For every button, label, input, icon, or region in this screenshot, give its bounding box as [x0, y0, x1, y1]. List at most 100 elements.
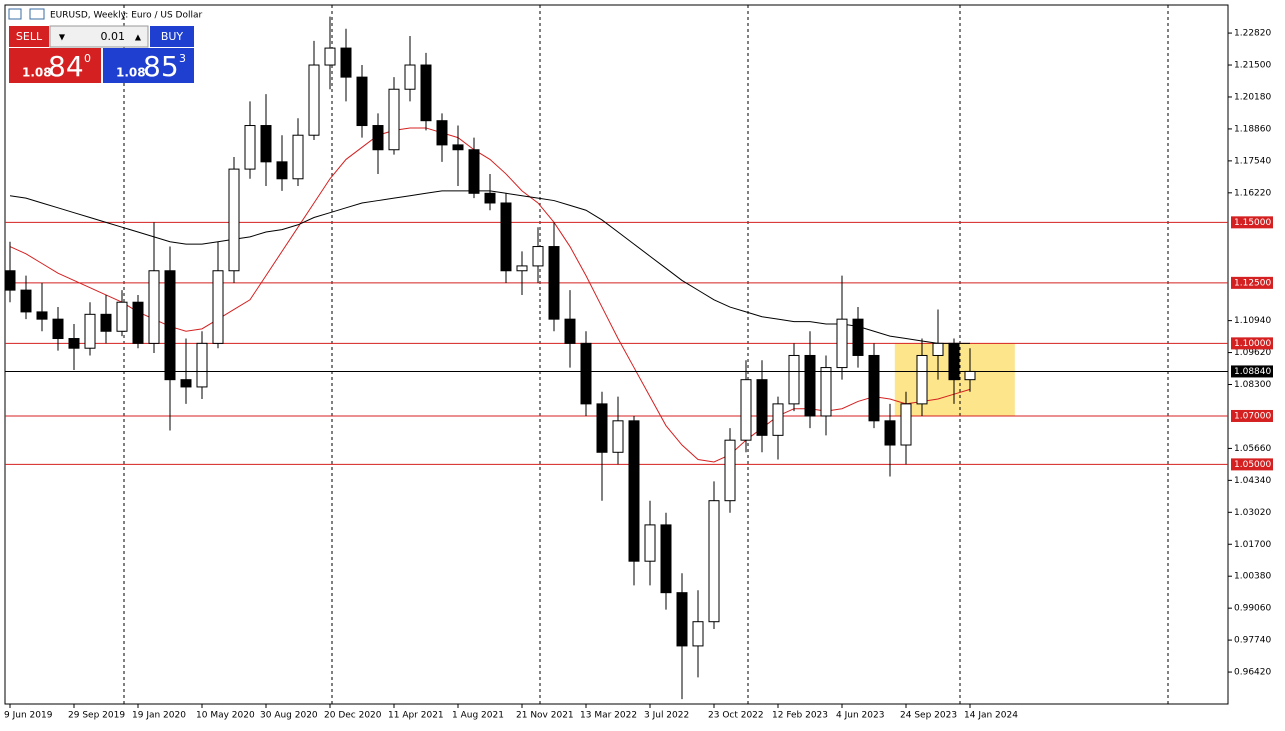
volume-up[interactable]: ▲ [135, 33, 142, 42]
chart-title: EURUSD, Weekly: Euro / US Dollar [50, 11, 202, 21]
x-tick-label: 11 Apr 2021 [388, 711, 444, 721]
level-label-bg [1231, 409, 1273, 422]
candle-body [884, 420, 896, 446]
candle-body [660, 524, 672, 594]
volume-box[interactable] [49, 25, 149, 48]
volume-value[interactable]: 0.01 [101, 30, 126, 43]
candle-body [836, 318, 848, 369]
x-tick-label: 24 Sep 2023 [900, 711, 957, 721]
plot-border [4, 4, 1229, 705]
y-tick-label: 1.20180 [1234, 92, 1271, 102]
y-tick-label: 1.10940 [1234, 316, 1271, 326]
x-tick-label: 10 May 2020 [196, 711, 255, 721]
candle-body [612, 420, 624, 453]
candle-body [356, 76, 368, 127]
candle-body [756, 379, 768, 436]
y-tick-label: 0.96420 [1234, 668, 1271, 678]
x-tick-label: 20 Dec 2020 [324, 711, 382, 721]
level-label: 1.12500 [1234, 278, 1271, 288]
level-label-bg [1231, 216, 1273, 229]
candle-body [420, 64, 432, 122]
level-label: 1.07000 [1234, 411, 1271, 421]
candle-body [4, 270, 16, 291]
candle-body [388, 88, 400, 151]
candle-body [788, 354, 800, 405]
candle-body [308, 64, 320, 136]
candle-body [324, 47, 336, 66]
candle-body [228, 168, 240, 272]
ask-pips: 85 [143, 50, 179, 83]
y-tick-label: 1.18860 [1234, 124, 1271, 134]
candle-body [100, 313, 112, 332]
candle-body [68, 338, 80, 349]
y-tick-label: 1.01700 [1234, 540, 1271, 550]
y-tick-label: 1.21500 [1234, 61, 1271, 71]
candle-body [596, 403, 608, 453]
candle-body [500, 202, 512, 272]
candle-body [404, 64, 416, 90]
bid-box[interactable] [9, 48, 101, 83]
y-tick-label: 1.22820 [1234, 29, 1271, 39]
candle-body [180, 379, 192, 388]
candle-body [244, 125, 256, 170]
candle-body [772, 403, 784, 436]
y-tick-label: 1.03020 [1234, 508, 1271, 518]
x-tick-label: 4 Jun 2023 [836, 711, 884, 721]
level-label-bg [1231, 276, 1273, 289]
x-tick-label: 23 Oct 2022 [708, 711, 764, 721]
candle-body [84, 313, 96, 349]
y-tick-label: 1.16220 [1234, 188, 1271, 198]
candle-body [932, 342, 944, 356]
x-tick-label: 29 Sep 2019 [68, 711, 125, 721]
y-tick-label: 1.00380 [1234, 572, 1271, 582]
current-price-label: 1.08840 [1234, 367, 1271, 377]
x-tick-label: 19 Jan 2020 [132, 711, 186, 721]
level-label-bg [1231, 458, 1273, 471]
candle-body [852, 318, 864, 356]
x-tick-label: 30 Aug 2020 [260, 711, 318, 721]
candle-body [260, 125, 272, 163]
candle-body [708, 500, 720, 623]
candle-body [532, 246, 544, 267]
candle-body [564, 318, 576, 344]
candle-body [116, 301, 128, 332]
sell-label: SELL [16, 30, 43, 43]
current-price-bg [1231, 365, 1273, 378]
level-label-bg [1231, 337, 1273, 350]
candle-body [804, 354, 816, 417]
candle-body [740, 379, 752, 441]
candle-body [20, 289, 32, 313]
plot-layer: 1.22820 1.21500 1.20180 1.18860 1.17540 1.162… [4, 5, 1273, 721]
level-label: 1.15000 [1234, 218, 1271, 228]
candle-body [964, 370, 976, 381]
ask-point: 3 [179, 52, 186, 65]
y-tick-label: 0.99060 [1234, 604, 1271, 614]
candle-body [164, 270, 176, 381]
x-tick-label: 9 Jun 2019 [4, 711, 53, 721]
candle-body [276, 161, 288, 180]
buy-label: BUY [161, 30, 184, 43]
candle-body [916, 354, 928, 405]
candle-body [676, 592, 688, 647]
volume-down[interactable]: ▼ [59, 33, 66, 42]
candle-body [628, 420, 640, 562]
buy-button[interactable] [150, 26, 194, 47]
level-label: 1.10000 [1234, 339, 1271, 349]
sell-button[interactable] [9, 26, 49, 47]
y-tick-label: 1.09620 [1234, 348, 1271, 358]
ask-box[interactable] [103, 48, 194, 83]
candle-body [724, 439, 736, 502]
candle-body [948, 342, 960, 381]
candle-body [580, 342, 592, 405]
menu-icon[interactable] [8, 8, 22, 20]
candle-body [820, 367, 832, 417]
y-tick-label: 1.17540 [1234, 156, 1271, 166]
bid-big: 1.08 [22, 66, 52, 80]
ask-big: 1.08 [116, 66, 146, 80]
symbol-icon[interactable] [29, 8, 45, 20]
x-tick-label: 12 Feb 2023 [772, 711, 828, 721]
y-tick-label: 1.08300 [1234, 380, 1271, 390]
x-tick-label: 13 Mar 2022 [580, 711, 637, 721]
